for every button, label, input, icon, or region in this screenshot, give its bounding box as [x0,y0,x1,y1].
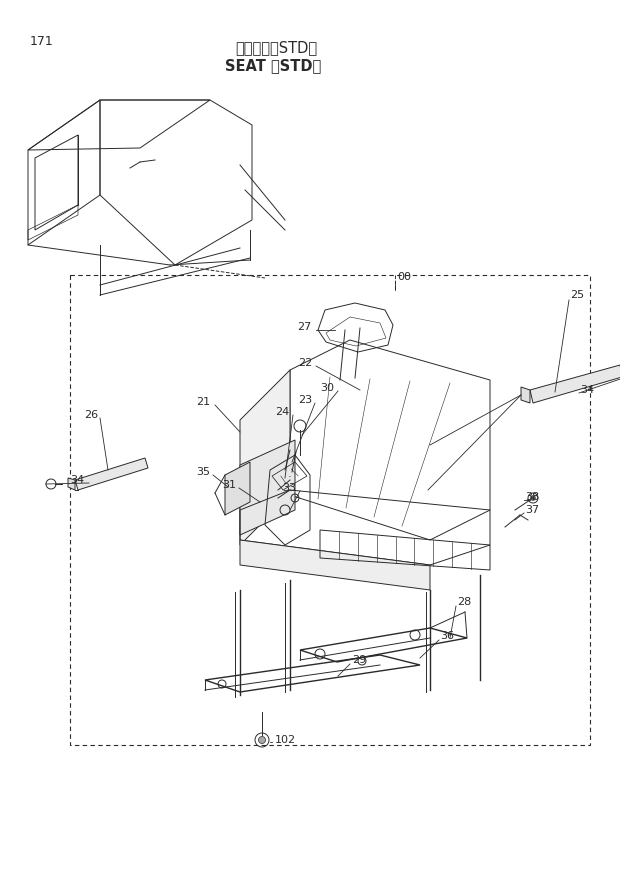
Text: 38: 38 [525,492,539,502]
Text: 33: 33 [282,483,296,493]
Polygon shape [75,458,148,490]
Text: 22: 22 [298,358,312,368]
Text: 102: 102 [275,735,296,745]
Text: 30: 30 [320,383,334,393]
Polygon shape [225,462,250,515]
Polygon shape [530,365,620,403]
Text: 36: 36 [440,631,454,641]
Text: 23: 23 [298,395,312,405]
Text: 31: 31 [222,480,236,490]
Text: 35: 35 [196,467,210,477]
Text: 25: 25 [570,290,584,300]
Text: 34: 34 [70,475,84,485]
Circle shape [259,737,265,744]
Text: SEAT ＜STD＞: SEAT ＜STD＞ [225,58,321,73]
Polygon shape [240,540,430,590]
Text: 00: 00 [397,272,411,282]
Polygon shape [240,370,290,545]
Text: 28: 28 [457,597,471,607]
Text: 34: 34 [580,385,594,395]
Text: 24: 24 [275,407,290,417]
Text: 29: 29 [352,655,366,665]
Polygon shape [68,478,75,490]
Text: 37: 37 [525,505,539,515]
Text: 27: 27 [297,322,311,332]
Polygon shape [521,387,530,403]
Text: 21: 21 [196,397,210,407]
Text: シート　＜STD＞: シート ＜STD＞ [235,40,317,55]
Polygon shape [240,440,295,535]
Circle shape [531,496,536,500]
Text: 26: 26 [84,410,98,420]
Text: 171: 171 [30,35,54,48]
